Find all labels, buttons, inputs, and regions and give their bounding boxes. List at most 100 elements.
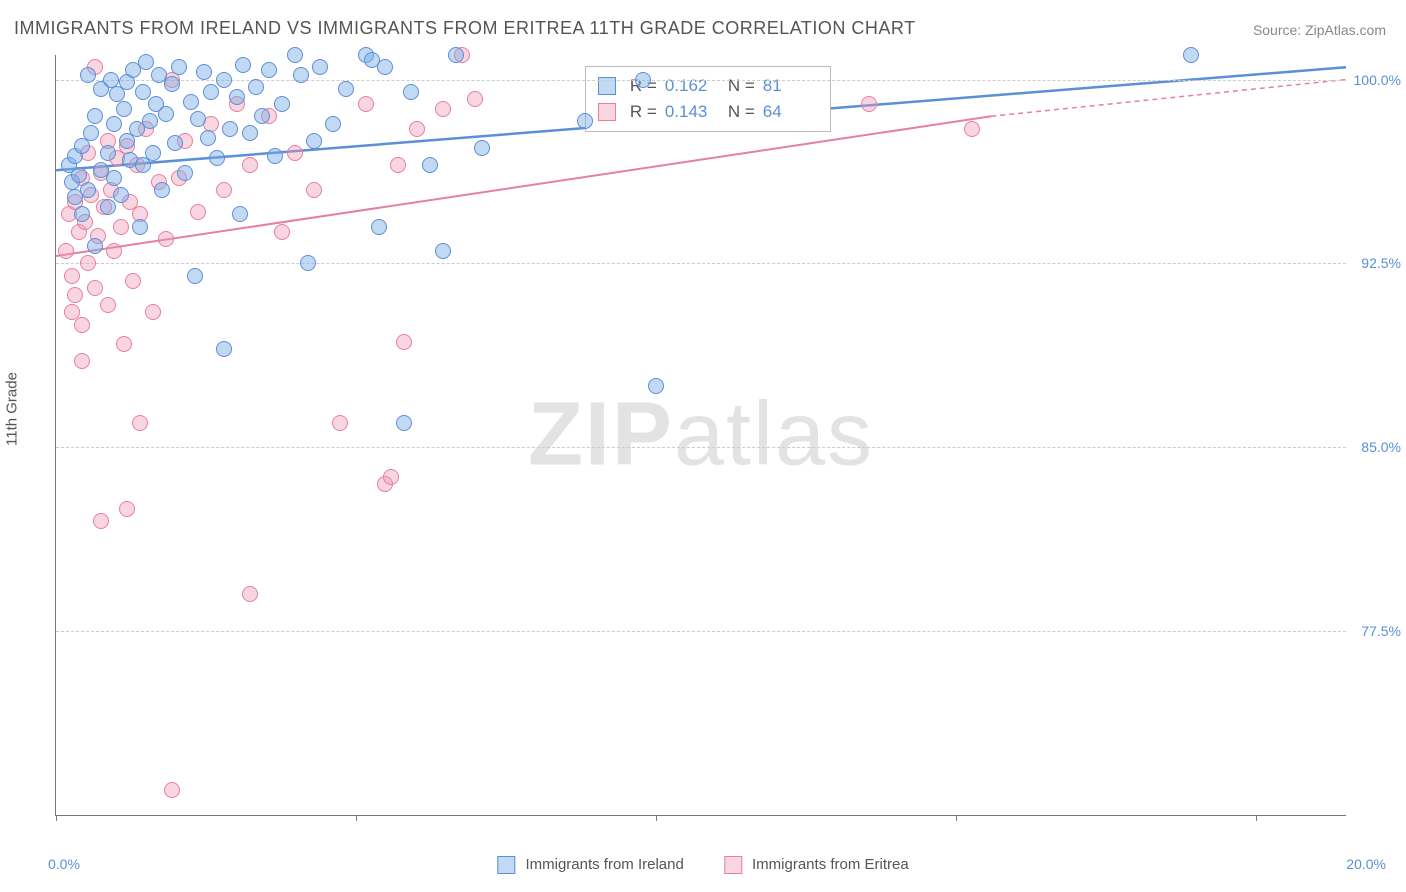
data-point xyxy=(448,47,464,63)
data-point xyxy=(861,96,877,112)
data-point xyxy=(196,64,212,80)
swatch-b-icon xyxy=(598,103,616,121)
stats-row-a: R =0.162 N =81 xyxy=(598,73,818,99)
data-point xyxy=(254,108,270,124)
data-point xyxy=(409,121,425,137)
data-point xyxy=(377,59,393,75)
data-point xyxy=(74,206,90,222)
data-point xyxy=(232,206,248,222)
data-point xyxy=(100,199,116,215)
data-point xyxy=(80,182,96,198)
data-point xyxy=(396,415,412,431)
data-point xyxy=(287,47,303,63)
legend-label-b: Immigrants from Eritrea xyxy=(752,856,909,873)
gridline xyxy=(56,263,1346,264)
data-point xyxy=(106,243,122,259)
x-axis-min-label: 0.0% xyxy=(48,856,80,872)
data-point xyxy=(64,268,80,284)
data-point xyxy=(203,84,219,100)
data-point xyxy=(87,280,103,296)
data-point xyxy=(358,96,374,112)
data-point xyxy=(396,334,412,350)
data-point xyxy=(135,84,151,100)
legend-label-a: Immigrants from Ireland xyxy=(525,856,683,873)
data-point xyxy=(383,469,399,485)
data-point xyxy=(306,133,322,149)
data-point xyxy=(332,415,348,431)
data-point xyxy=(187,268,203,284)
data-point xyxy=(235,57,251,73)
data-point xyxy=(474,140,490,156)
data-point xyxy=(132,219,148,235)
data-point xyxy=(145,304,161,320)
data-point xyxy=(93,513,109,529)
data-point xyxy=(338,81,354,97)
data-point xyxy=(116,336,132,352)
data-point xyxy=(138,54,154,70)
gridline xyxy=(56,447,1346,448)
data-point xyxy=(106,116,122,132)
data-point xyxy=(74,353,90,369)
data-point xyxy=(242,157,258,173)
data-point xyxy=(390,157,406,173)
data-point xyxy=(1183,47,1199,63)
data-point xyxy=(83,125,99,141)
data-point xyxy=(467,91,483,107)
data-point xyxy=(71,167,87,183)
data-point xyxy=(435,101,451,117)
data-point xyxy=(422,157,438,173)
data-point xyxy=(119,501,135,517)
data-point xyxy=(87,238,103,254)
data-point xyxy=(154,182,170,198)
data-point xyxy=(216,182,232,198)
data-point xyxy=(312,59,328,75)
data-point xyxy=(200,130,216,146)
data-point xyxy=(300,255,316,271)
data-point xyxy=(216,341,232,357)
data-point xyxy=(267,148,283,164)
data-point xyxy=(577,113,593,129)
data-point xyxy=(164,76,180,92)
data-point xyxy=(158,106,174,122)
data-point xyxy=(183,94,199,110)
chart-title: IMMIGRANTS FROM IRELAND VS IMMIGRANTS FR… xyxy=(14,18,916,39)
x-tick xyxy=(956,815,957,821)
data-point xyxy=(190,204,206,220)
legend-item-a: Immigrants from Ireland xyxy=(497,856,684,874)
data-point xyxy=(103,72,119,88)
stats-box: R =0.162 N =81 R =0.143 N =64 xyxy=(585,66,831,132)
data-point xyxy=(371,219,387,235)
y-axis-label: 11th Grade xyxy=(4,372,21,446)
data-point xyxy=(261,62,277,78)
data-point xyxy=(113,187,129,203)
data-point xyxy=(116,101,132,117)
data-point xyxy=(248,79,264,95)
data-point xyxy=(435,243,451,259)
data-point xyxy=(132,415,148,431)
data-point xyxy=(171,59,187,75)
legend-item-b: Immigrants from Eritrea xyxy=(724,856,909,874)
x-tick xyxy=(1256,815,1257,821)
legend: Immigrants from Ireland Immigrants from … xyxy=(497,856,908,874)
watermark: ZIPatlas xyxy=(528,384,874,487)
data-point xyxy=(164,782,180,798)
data-point xyxy=(113,219,129,235)
gridline xyxy=(56,631,1346,632)
data-point xyxy=(293,67,309,83)
stats-row-b: R =0.143 N =64 xyxy=(598,99,818,125)
data-point xyxy=(964,121,980,137)
data-point xyxy=(209,150,225,166)
data-point xyxy=(58,243,74,259)
data-point xyxy=(80,255,96,271)
data-point xyxy=(167,135,183,151)
data-point xyxy=(190,111,206,127)
x-tick xyxy=(56,815,57,821)
data-point xyxy=(216,72,232,88)
data-point xyxy=(100,145,116,161)
y-tick-label: 100.0% xyxy=(1354,72,1401,88)
data-point xyxy=(125,273,141,289)
y-tick-label: 92.5% xyxy=(1361,255,1401,271)
swatch-b-icon xyxy=(724,856,742,874)
data-point xyxy=(87,108,103,124)
data-point xyxy=(306,182,322,198)
